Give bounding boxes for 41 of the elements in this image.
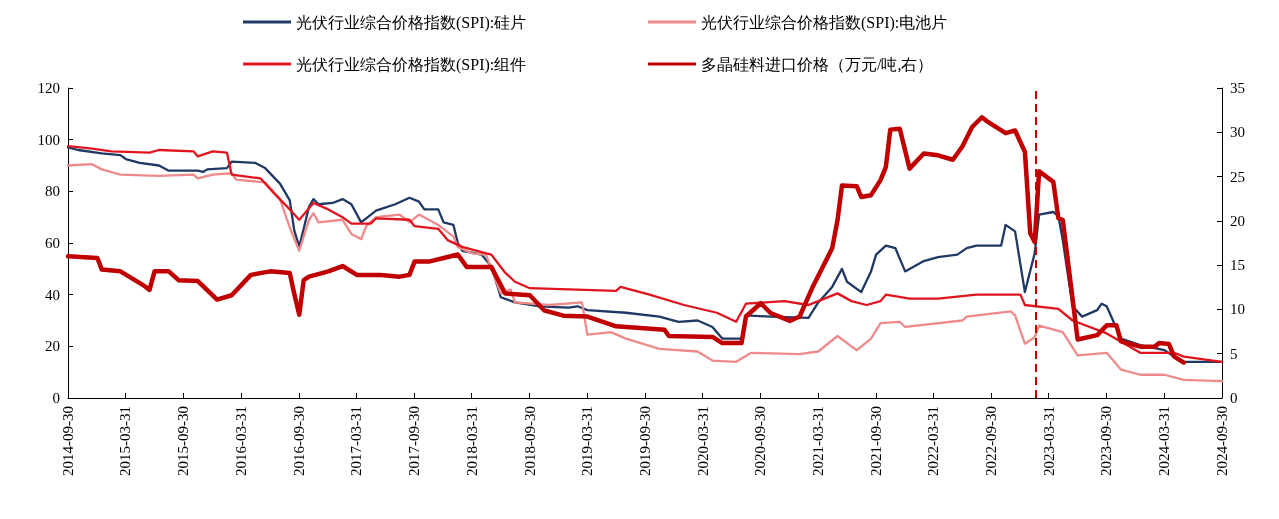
- y-tick-label: 80: [45, 183, 60, 200]
- y-tick-label: 120: [37, 80, 60, 96]
- x-tick-label: 2019-09-30: [636, 406, 653, 476]
- y2-tick-label: 15: [1230, 257, 1245, 274]
- x-tick-label: 2022-09-30: [983, 406, 1000, 476]
- x-tick-label: 2019-03-31: [579, 406, 596, 476]
- x-tick-label: 2015-09-30: [175, 406, 192, 476]
- y-tick-label: 100: [37, 131, 60, 148]
- x-tick-label: 2017-03-31: [348, 406, 365, 476]
- x-tick-label: 2017-09-30: [406, 406, 423, 476]
- y2-tick-label: 35: [1230, 80, 1245, 96]
- y-tick-label: 60: [45, 235, 60, 251]
- y2-tick-label: 25: [1230, 168, 1245, 185]
- legend-label: 多晶硅料进口价格（万元/吨,右）: [701, 55, 934, 73]
- legend-label: 光伏行业综合价格指数(SPI):硅片: [296, 13, 527, 32]
- x-tick-label: 2016-03-31: [233, 406, 250, 476]
- x-tick-label: 2015-03-31: [117, 406, 134, 476]
- x-tick-label: 2021-09-30: [867, 406, 884, 476]
- y-tick-label: 0: [52, 390, 60, 406]
- y2-tick-label: 5: [1230, 345, 1238, 362]
- y2-tick-label: 0: [1230, 390, 1238, 406]
- legend-label: 光伏行业综合价格指数(SPI):组件: [296, 55, 527, 74]
- line-series: [66, 163, 1224, 383]
- x-tick-label: 2016-09-30: [290, 406, 307, 476]
- x-tick-label: 2022-03-31: [925, 406, 942, 476]
- y2-tick-label: 20: [1230, 212, 1245, 229]
- y2-tick-label: 10: [1230, 301, 1245, 318]
- x-tick-label: 2024-09-30: [1214, 406, 1230, 476]
- legend-label: 光伏行业综合价格指数(SPI):电池片: [701, 13, 948, 32]
- x-tick-label: 2023-03-31: [1040, 406, 1057, 476]
- y2-tick-label: 30: [1230, 124, 1245, 141]
- x-tick-label: 2014-09-30: [60, 406, 76, 476]
- x-tick-label: 2023-09-30: [1098, 406, 1115, 476]
- x-tick-label: 2020-03-31: [694, 406, 711, 476]
- x-tick-label: 2018-09-30: [521, 406, 538, 476]
- x-tick-label: 2018-03-31: [463, 406, 480, 476]
- y-tick-label: 40: [45, 286, 60, 303]
- x-tick-label: 2020-09-30: [752, 406, 769, 476]
- y-tick-label: 20: [45, 338, 60, 355]
- x-tick-label: 2024-03-31: [1156, 406, 1173, 476]
- x-tick-label: 2021-03-31: [809, 406, 826, 476]
